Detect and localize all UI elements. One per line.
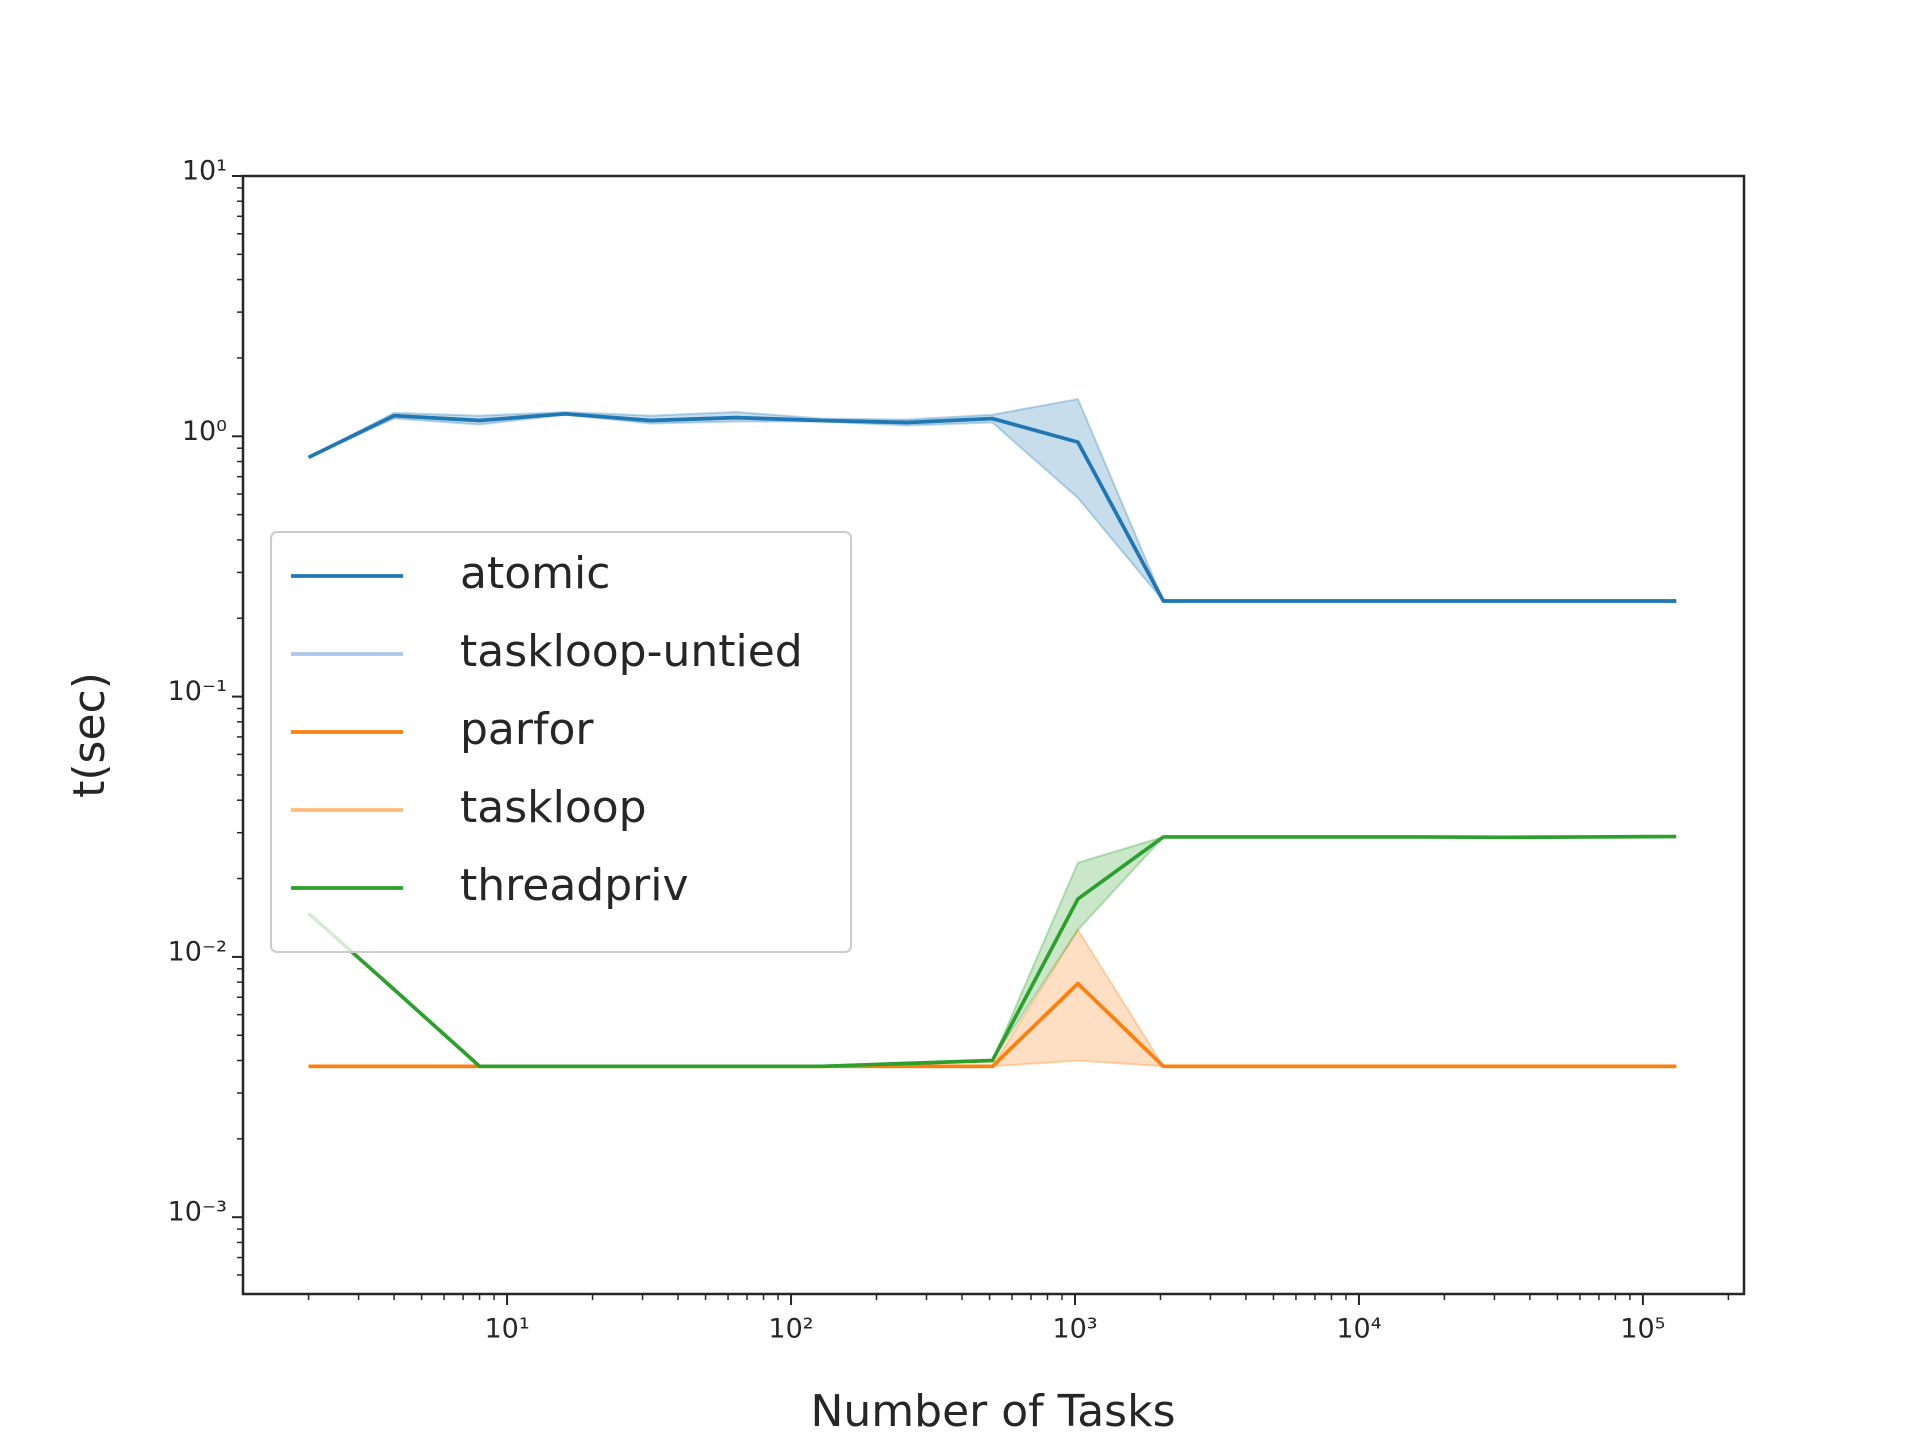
legend-label: atomic xyxy=(460,548,610,599)
legend-label: parfor xyxy=(460,704,594,755)
legend-label: taskloop-untied xyxy=(460,626,803,677)
line xyxy=(308,981,1677,1069)
x-tick-label: 10⁴ xyxy=(1336,1314,1381,1345)
y-tick-label: 10⁻¹ xyxy=(168,676,227,707)
x-axis-label: Number of Tasks xyxy=(810,1386,1175,1437)
plot-frame xyxy=(241,174,1746,1296)
line xyxy=(307,411,1677,603)
y-axis-label: t(sec) xyxy=(64,672,115,798)
legend-label: threadpriv xyxy=(460,860,689,911)
y-tick-label: 10¹ xyxy=(182,156,227,187)
x-tick-label: 10² xyxy=(768,1314,813,1345)
y-tick-label: 10⁰ xyxy=(182,416,227,447)
legend-label: taskloop xyxy=(460,782,647,833)
x-tick-label: 10⁵ xyxy=(1620,1314,1665,1345)
legend-box xyxy=(270,531,852,953)
y-tick-label: 10⁻³ xyxy=(168,1197,227,1228)
x-tick-label: 10³ xyxy=(1052,1314,1097,1345)
line xyxy=(307,834,1677,1069)
y-tick-label: 10⁻² xyxy=(168,936,227,967)
x-tick-label: 10¹ xyxy=(484,1314,529,1345)
line xyxy=(308,981,1677,1069)
